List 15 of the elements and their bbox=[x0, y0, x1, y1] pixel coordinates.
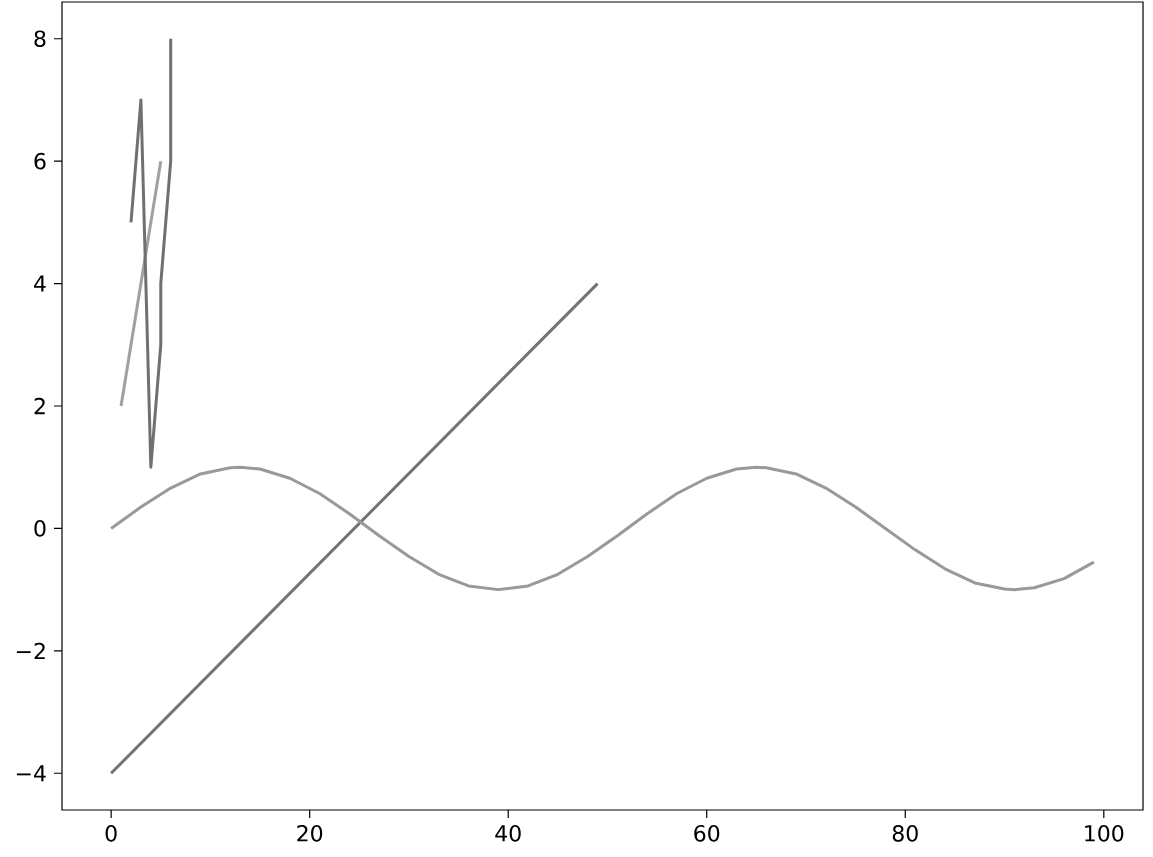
y-tick-label: −4 bbox=[16, 765, 46, 782]
x-tick-label: 20 bbox=[297, 825, 323, 842]
x-tick-label: 40 bbox=[495, 825, 521, 842]
line-series bbox=[109, 465, 1096, 592]
x-tick-label: 0 bbox=[105, 825, 117, 842]
y-tick-label: 6 bbox=[34, 152, 46, 170]
line-series bbox=[129, 37, 173, 469]
y-tick-label: 4 bbox=[34, 275, 46, 292]
y-tick-label: 0 bbox=[34, 520, 46, 537]
x-tick-label: 60 bbox=[694, 825, 720, 842]
y-tick-label: 2 bbox=[34, 397, 45, 415]
x-tick-label: 100 bbox=[1085, 825, 1124, 842]
x-tick-label: 80 bbox=[892, 825, 918, 842]
y-tick-label: −2 bbox=[16, 642, 45, 660]
y-tick-label: 8 bbox=[34, 30, 46, 48]
